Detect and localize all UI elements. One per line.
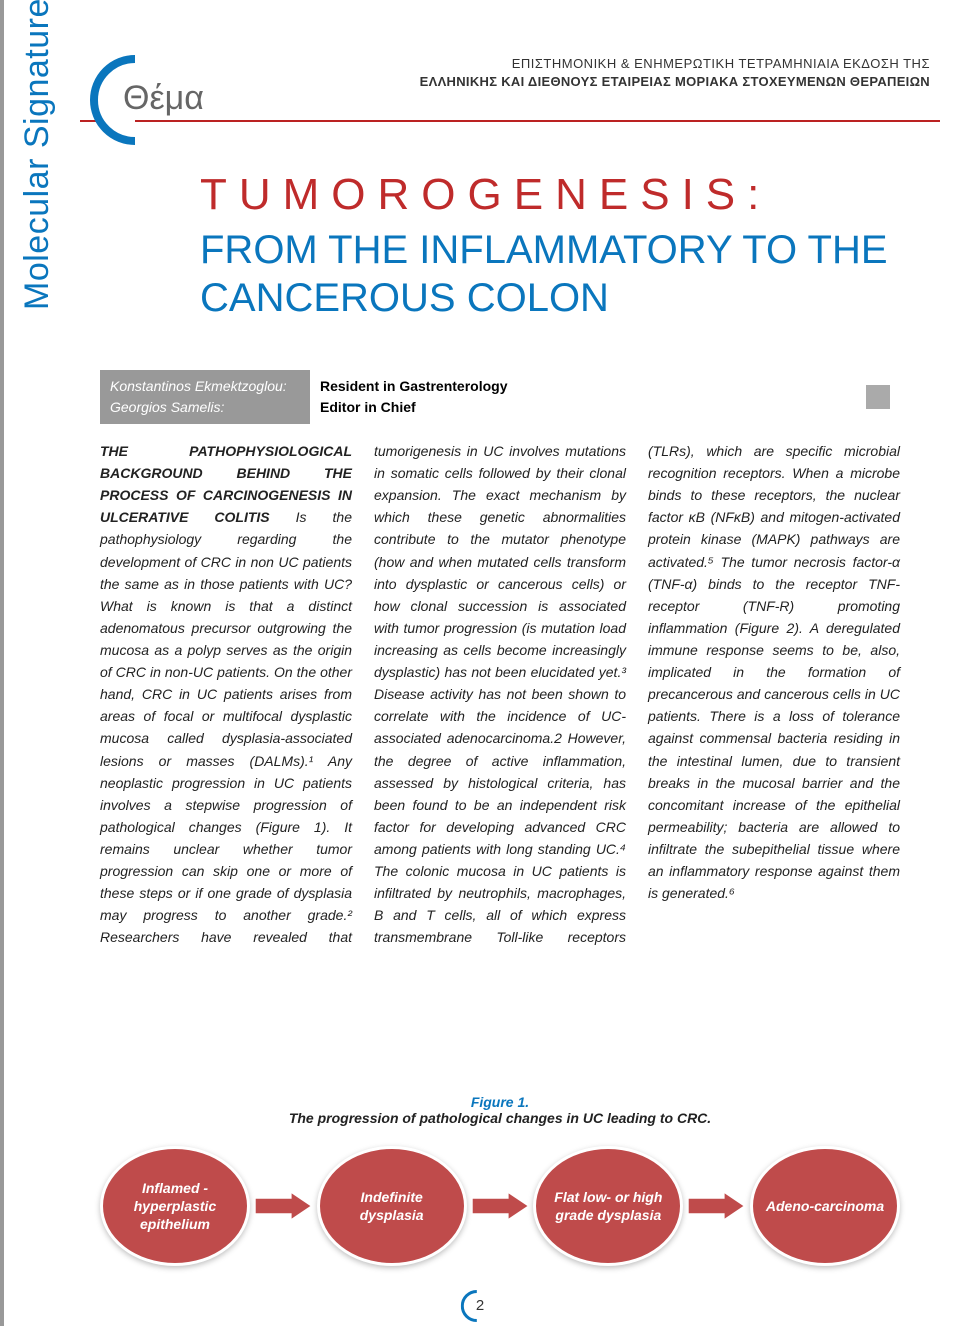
page-left-border [0, 0, 4, 1326]
flowchart: Inflamed - hyperplastic epithelium Indefi… [100, 1146, 900, 1266]
author-names: Konstantinos Ekmektzoglou: Georgios Same… [100, 370, 310, 424]
authors-block: Konstantinos Ekmektzoglou: Georgios Same… [100, 370, 930, 424]
figure-1: Figure 1. The progression of pathologica… [100, 1094, 900, 1266]
page-content: Θέμα ΕΠΙΣΤΗΜΟΝΙΚΗ & ΕΝΗΜΕΡΩΤΙΚΗ ΤΕΤΡΑΜΗΝ… [80, 0, 940, 1326]
publication-info: ΕΠΙΣΤΗΜΟΝΙΚΗ & ΕΝΗΜΕΡΩΤΙΚΗ ΤΕΤΡΑΜΗΝΙΑΙΑ … [420, 55, 930, 91]
figure-label: Figure 1. [100, 1094, 900, 1110]
section-badge-label: Θέμα [118, 79, 209, 118]
flow-node-2: Flat low- or high grade dysplasia [533, 1146, 683, 1266]
flow-node-0: Inflamed - hyperplastic epithelium [100, 1146, 250, 1266]
flow-node-1: Indefinite dysplasia [317, 1146, 467, 1266]
author-role-1: Resident in Gastrenterology [320, 376, 856, 397]
decorative-square [866, 385, 890, 409]
figure-caption: The progression of pathological changes … [100, 1110, 900, 1126]
page-number: 2 [476, 1297, 484, 1314]
author-name-1: Konstantinos Ekmektzoglou: [110, 376, 300, 397]
flow-arrow-1 [472, 1188, 529, 1224]
author-role-2: Editor in Chief [320, 397, 856, 418]
flow-node-3: Adeno-carcinoma [750, 1146, 900, 1266]
publication-line-2: ΕΛΛΗΝΙΚΗΣ ΚΑΙ ΔΙΕΘΝΟΥΣ ΕΤΑΙΡΕΙΑΣ ΜΟΡΙΑΚΑ… [420, 73, 930, 91]
journal-side-title: Molecular Signature [18, 0, 57, 310]
author-roles: Resident in Gastrenterology Editor in Ch… [310, 370, 866, 424]
article-title: TUMOROGENESIS: FROM THE INFLAMMATORY TO … [200, 170, 930, 322]
flow-arrow-2 [688, 1188, 745, 1224]
flow-arrow-0 [255, 1188, 312, 1224]
section-badge: Θέμα [90, 55, 220, 145]
article-body: THE PATHOPHYSIOLOGICAL BACKGROUND BEHIND… [100, 440, 900, 949]
author-name-2: Georgios Samelis: [110, 397, 300, 418]
title-line-2: FROM THE INFLAMMATORY TO THE CANCEROUS C… [200, 226, 930, 322]
title-line-1: TUMOROGENESIS: [200, 170, 930, 220]
publication-line-1: ΕΠΙΣΤΗΜΟΝΙΚΗ & ΕΝΗΜΕΡΩΤΙΚΗ ΤΕΤΡΑΜΗΝΙΑΙΑ … [420, 55, 930, 73]
